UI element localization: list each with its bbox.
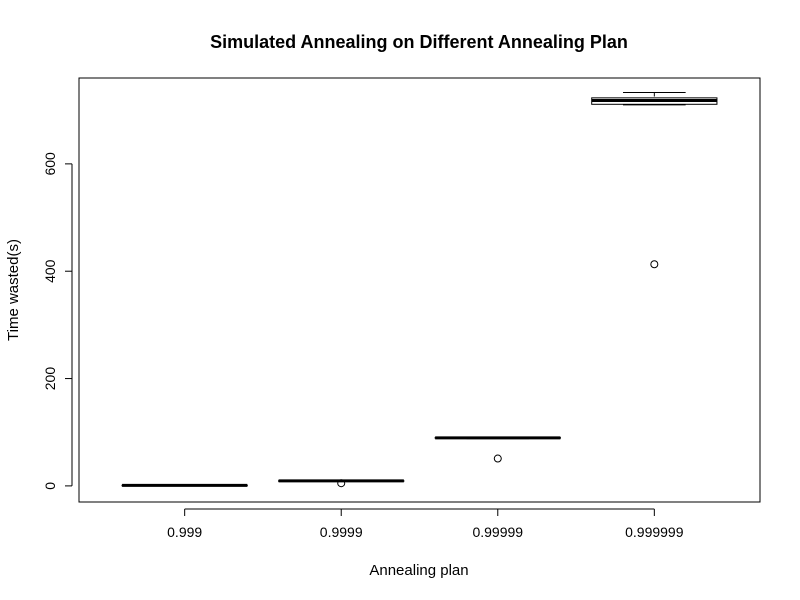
outlier-point [337,479,346,488]
box-plots [121,91,718,488]
x-tick-label: 0.999 [167,524,202,540]
box-plot [278,479,405,488]
y-tick-label: 200 [42,367,58,391]
box-plot [434,436,561,463]
chart-title: Simulated Annealing on Different Anneali… [210,32,628,52]
y-tick-label: 400 [42,259,58,283]
x-tick-label: 0.9999 [320,524,363,540]
outlier-point [650,260,659,269]
box-plot [121,483,248,487]
plot-frame [78,77,761,503]
x-tick-label: 0.99999 [472,524,523,540]
y-axis-label: Time wasted(s) [5,239,22,341]
y-tick-label: 0 [42,482,58,490]
y-tick-label: 600 [42,152,58,176]
x-tick-label: 0.999999 [625,524,684,540]
x-axis: 0.999 0.9999 0.99999 0.999999 [167,508,684,540]
x-axis-label: Annealing plan [369,562,468,579]
box-plot [591,91,718,269]
outlier-point [493,454,502,463]
y-axis: 0 200 400 600 [42,152,73,490]
